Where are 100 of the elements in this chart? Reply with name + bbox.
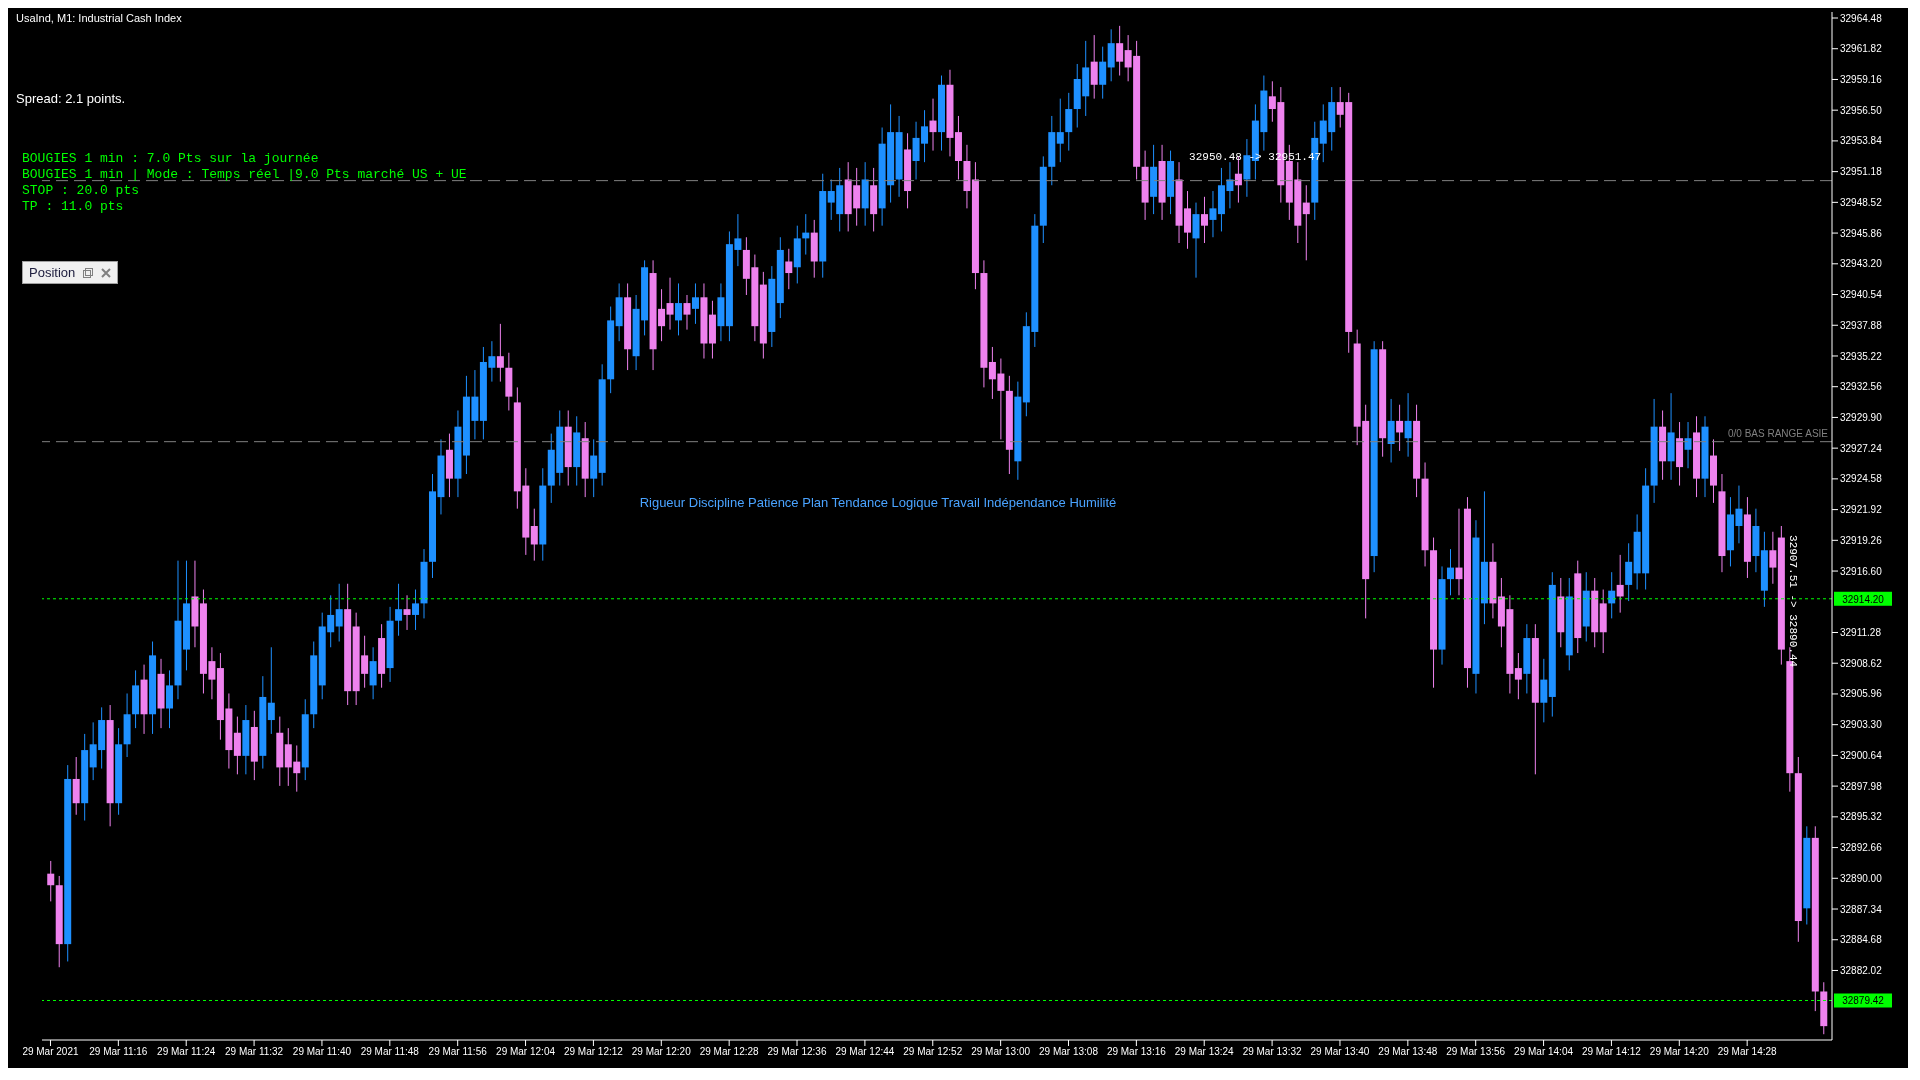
y-tick-label: 32951.18 xyxy=(1840,166,1883,178)
x-tick-label: 29 Mar 13:56 xyxy=(1446,1046,1506,1058)
candlestick xyxy=(1514,652,1522,700)
candlestick xyxy=(1200,196,1208,244)
candlestick xyxy=(530,508,538,562)
y-tick-label: 32956.50 xyxy=(1840,104,1883,116)
x-tick-label: 29 Mar 13:16 xyxy=(1106,1046,1167,1058)
x-tick-label: 29 Mar 14:28 xyxy=(1717,1046,1778,1058)
x-tick-label: 29 Mar 13:32 xyxy=(1242,1046,1302,1058)
candlestick xyxy=(1099,46,1107,100)
position-panel: Position xyxy=(22,261,119,284)
candlestick xyxy=(1396,404,1404,452)
y-tick-label: 32916.60 xyxy=(1840,565,1883,577)
candlestick xyxy=(1769,531,1777,585)
x-tick-label: 29 Mar 2021 xyxy=(22,1046,79,1058)
candlestick xyxy=(1404,392,1412,458)
candlestick xyxy=(929,98,937,152)
y-tick-label: 32953.84 xyxy=(1840,135,1883,147)
candlestick xyxy=(1455,508,1463,596)
y-tick-label: 32890.00 xyxy=(1840,872,1883,884)
candlestick xyxy=(412,589,420,631)
ref-line-label: 32914.20 xyxy=(1842,593,1885,605)
y-tick-label: 32959.16 xyxy=(1840,74,1883,86)
y-tick-label: 32948.52 xyxy=(1840,196,1883,208)
candlestick xyxy=(47,860,55,902)
x-tick-label: 29 Mar 11:24 xyxy=(157,1046,216,1058)
annotation: BOUGIES 1 min | Mode : Temps réel |9.0 Pts marché US + UE xyxy=(22,167,467,182)
y-tick-label: 32921.92 xyxy=(1840,504,1883,516)
y-tick-label: 32945.86 xyxy=(1840,227,1883,239)
x-tick-label: 29 Mar 14:04 xyxy=(1514,1046,1574,1058)
candlestick xyxy=(1387,398,1395,463)
candlestick xyxy=(496,323,504,383)
y-tick-label: 32919.26 xyxy=(1840,534,1883,546)
x-tick-label: 29 Mar 13:40 xyxy=(1310,1046,1370,1058)
x-tick-label: 29 Mar 11:16 xyxy=(89,1046,148,1058)
x-tick-label: 29 Mar 13:00 xyxy=(971,1046,1031,1058)
candlestick xyxy=(683,294,691,331)
x-tick-label: 29 Mar 11:48 xyxy=(360,1046,420,1058)
candlestick xyxy=(590,438,598,498)
x-tick-label: 29 Mar 12:12 xyxy=(563,1046,624,1058)
annotation: TP : 11.0 pts xyxy=(22,199,124,214)
y-tick-label: 32882.02 xyxy=(1840,965,1883,977)
y-tick-label: 32932.56 xyxy=(1840,381,1883,393)
annotation: Spread: 2.1 points. xyxy=(16,91,126,106)
candlestick xyxy=(1209,190,1217,238)
candlestick xyxy=(1608,571,1616,619)
annotation: BOUGIES 1 min : 7.0 Pts sur la journée xyxy=(22,151,319,166)
y-tick-label: 32884.68 xyxy=(1840,934,1883,946)
y-tick-label: 32937.88 xyxy=(1840,319,1883,331)
candlestick xyxy=(785,248,793,290)
y-tick-label: 32903.30 xyxy=(1840,719,1883,731)
x-tick-label: 29 Mar 11:40 xyxy=(292,1046,352,1058)
candlestick xyxy=(166,669,174,729)
candlestick xyxy=(1616,554,1624,614)
y-tick-label: 32905.96 xyxy=(1840,688,1883,700)
y-tick-label: 32911.28 xyxy=(1840,627,1882,639)
x-tick-label: 29 Mar 13:08 xyxy=(1039,1046,1099,1058)
candlestick xyxy=(675,282,683,336)
x-tick-label: 29 Mar 13:24 xyxy=(1174,1046,1235,1058)
y-tick-label: 32964.48 xyxy=(1840,12,1883,24)
x-tick-label: 29 Mar 12:52 xyxy=(903,1046,963,1058)
candlestick xyxy=(1684,421,1692,469)
candlestick xyxy=(1116,25,1124,77)
candlestick xyxy=(395,583,403,637)
x-tick-label: 29 Mar 11:32 xyxy=(224,1046,284,1058)
candlestick xyxy=(1056,98,1064,163)
annotation: 32907.51 -> 32890.44 xyxy=(1786,535,1799,668)
candlestick xyxy=(666,277,674,331)
candlestick xyxy=(403,594,411,631)
candlestick xyxy=(1090,34,1098,100)
candlestick xyxy=(1447,548,1454,596)
x-tick-label: 29 Mar 12:28 xyxy=(699,1046,760,1058)
annotation: Position xyxy=(29,265,76,280)
annotation: Rigueur Discipline Patience Plan Tendance Logique Travail Indépendance Humilité xyxy=(638,495,1118,510)
y-tick-label: 32900.64 xyxy=(1840,749,1883,761)
x-tick-label: 29 Mar 12:36 xyxy=(767,1046,827,1058)
y-tick-label: 32961.82 xyxy=(1840,43,1883,55)
y-tick-label: 32908.62 xyxy=(1840,657,1883,669)
annotation: STOP : 20.0 pts xyxy=(22,183,140,198)
candlestick xyxy=(233,716,241,775)
x-tick-label: 29 Mar 14:12 xyxy=(1581,1046,1642,1058)
y-tick-label: 32895.32 xyxy=(1840,811,1883,823)
ref-line-label: 0/0 BAS RANGE ASIE xyxy=(1727,427,1829,439)
x-tick-label: 29 Mar 11:56 xyxy=(428,1046,488,1058)
candlestick xyxy=(1302,184,1310,261)
x-tick-label: 29 Mar 14:20 xyxy=(1649,1046,1710,1058)
candlestick xyxy=(335,583,343,643)
chart-title: UsaInd, M1: Industrial Cash Index xyxy=(16,12,182,24)
candlestick xyxy=(691,282,699,325)
y-tick-label: 32892.66 xyxy=(1840,842,1883,854)
candlestick xyxy=(1065,92,1073,152)
y-tick-label: 32940.54 xyxy=(1840,289,1883,301)
y-tick-label: 32943.20 xyxy=(1840,258,1883,270)
x-tick-label: 29 Mar 12:20 xyxy=(631,1046,692,1058)
candlestick xyxy=(267,646,275,735)
y-tick-label: 32887.34 xyxy=(1840,903,1883,915)
y-tick-label: 32924.58 xyxy=(1840,473,1883,485)
y-tick-label: 32927.24 xyxy=(1840,442,1883,454)
y-tick-label: 32935.22 xyxy=(1840,350,1883,362)
y-tick-label: 32929.90 xyxy=(1840,411,1883,423)
